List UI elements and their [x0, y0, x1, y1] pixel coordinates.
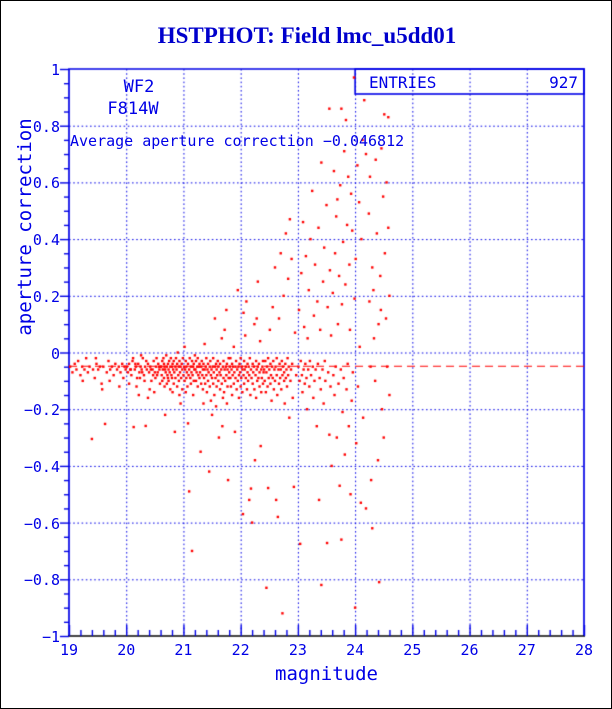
y-tick-label: 0.8 [32, 117, 60, 136]
y-tick-label: −0.6 [23, 514, 60, 533]
x-tick-label: 25 [403, 641, 422, 659]
x-tick-label: 28 [574, 641, 594, 659]
average-correction-label: Average aperture correction −0.046812 [70, 132, 405, 150]
y-tick-label: 0 [50, 344, 60, 363]
y-tick-label: −0.2 [23, 401, 60, 420]
x-tick-label: 22 [231, 641, 250, 659]
y-tick-label: 0.6 [32, 174, 60, 193]
y-tick-label: −0.4 [23, 457, 60, 476]
x-tick-label: 20 [117, 641, 136, 659]
y-tick-label: 1 [50, 61, 60, 79]
x-tick-label: 21 [174, 641, 193, 659]
x-tick-label: 23 [288, 641, 307, 659]
entries-box-label: ENTRIES [369, 73, 437, 92]
page-title: HSTPHOT: Field lmc_u5dd01 [157, 23, 457, 48]
y-tick-label: −1 [41, 628, 60, 646]
camera-label: WF2 [123, 77, 155, 97]
entries-box-value: 927 [549, 73, 578, 92]
y-tick-label: −0.8 [23, 571, 60, 590]
x-tick-label: 24 [346, 641, 365, 659]
x-tick-label: 26 [460, 641, 479, 659]
filter-label: F814W [107, 99, 159, 119]
x-tick-label: 27 [517, 641, 536, 659]
x-tick-label: 19 [59, 641, 79, 659]
y-tick-label: 0.4 [32, 231, 60, 250]
y-tick-label: 0.2 [32, 287, 60, 306]
x-axis-label: magnitude [275, 663, 378, 685]
